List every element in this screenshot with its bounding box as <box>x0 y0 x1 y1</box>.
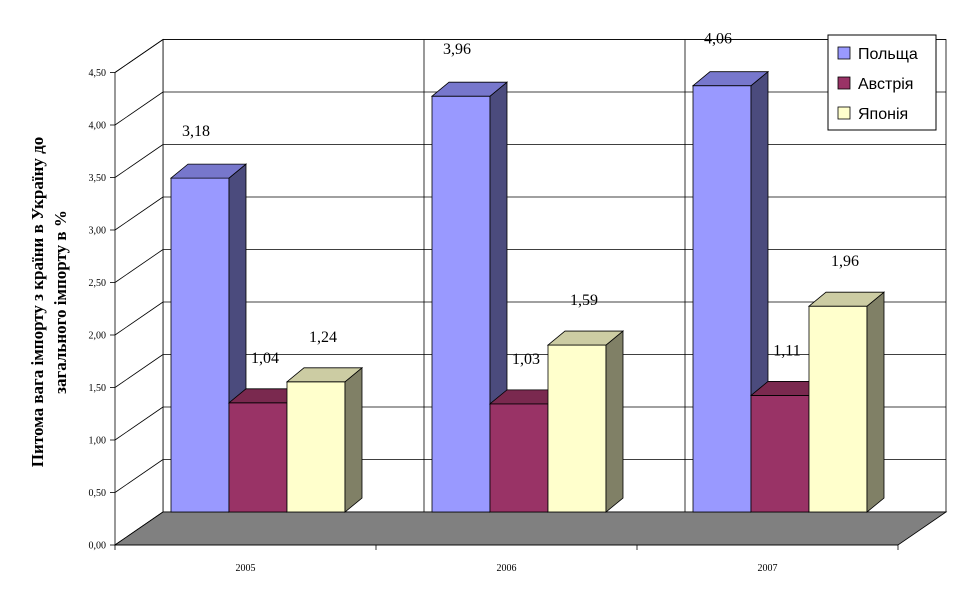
y-axis-label-line2: загального імпорту в % <box>51 210 70 394</box>
data-label: 4,06 <box>704 31 732 48</box>
bar-front <box>808 305 868 513</box>
y-axis-label-line1: Питома вага імпорту з країни в Україну д… <box>28 137 47 467</box>
data-label: 1,96 <box>831 253 859 270</box>
y-tick-label: 0,50 <box>89 488 107 499</box>
bar-top <box>169 163 248 179</box>
gridline-side <box>114 196 164 231</box>
gridline-side <box>114 249 164 283</box>
gridline-side <box>114 406 164 441</box>
data-label: 1,11 <box>773 342 800 359</box>
legend-swatch <box>837 76 851 90</box>
y-tick-label: 1,00 <box>89 436 107 447</box>
bar-group <box>169 163 248 513</box>
x-tick-label: 2007 <box>758 563 778 574</box>
y-tick-label: 3,50 <box>89 173 107 184</box>
bar-top <box>546 330 625 346</box>
bar-group <box>488 389 567 513</box>
y-axis-label: Питома вага імпорту з країни в Україну д… <box>28 137 70 467</box>
y-tick-label: 1,50 <box>89 383 107 394</box>
gridline-side <box>114 91 164 126</box>
bar-side <box>866 291 885 513</box>
y-axis-ticks: 0,00 0,50 1,00 1,50 2,00 2,50 3,00 3,50 4,00 4,50 <box>89 68 115 552</box>
x-tick-label: 2006 <box>497 563 517 574</box>
bar-top <box>430 81 509 97</box>
gridline-side <box>114 354 164 388</box>
bar-front <box>750 395 810 513</box>
y-tick-label: 4,00 <box>89 121 107 132</box>
legend-label: Австрія <box>858 76 913 93</box>
data-labels: 3,18 1,04 1,24 3,96 1,03 1,59 4,06 1,11 1,96 <box>182 31 859 368</box>
chart-floor <box>113 511 948 546</box>
floor-plane <box>113 511 948 546</box>
data-label: 1,03 <box>512 351 540 368</box>
x-axis-ticks: 2005 2006 2007 <box>114 544 899 574</box>
bar-top <box>285 367 364 383</box>
legend-label: Польща <box>858 46 918 63</box>
side-wall <box>114 38 164 546</box>
gridline-side <box>114 301 164 336</box>
bar-front <box>489 403 549 513</box>
gridline-side <box>114 39 164 73</box>
legend-swatch <box>837 46 851 60</box>
bar-front <box>170 177 230 513</box>
legend-swatch <box>837 106 851 120</box>
data-label: 1,04 <box>251 350 279 367</box>
bar-front <box>431 95 491 513</box>
bars <box>169 70 886 513</box>
bar-side <box>344 366 363 513</box>
data-label: 3,18 <box>182 123 210 140</box>
data-label: 1,59 <box>570 292 598 309</box>
y-tick-label: 2,50 <box>89 278 107 289</box>
y-tick-label: 0,00 <box>89 541 107 552</box>
bar-group <box>546 330 625 513</box>
y-tick-label: 2,00 <box>89 331 107 342</box>
data-label: 3,96 <box>443 41 471 58</box>
bar-group <box>285 366 364 513</box>
bar-group <box>807 291 886 513</box>
bar-front <box>547 344 607 513</box>
x-tick-label: 2005 <box>236 563 256 574</box>
gridline-side <box>114 144 164 178</box>
bar-top <box>691 71 770 87</box>
y-tick-label: 3,00 <box>89 226 107 237</box>
y-tick-label: 4,50 <box>89 68 107 79</box>
bar-front <box>228 402 288 513</box>
bar-front <box>286 381 346 513</box>
bar-top <box>807 291 886 307</box>
legend: Польща Австрія Японія <box>827 34 937 131</box>
bar-front <box>692 85 752 513</box>
bar-side <box>605 330 624 513</box>
data-label: 1,24 <box>309 329 337 346</box>
gridline-side <box>114 459 164 493</box>
legend-label: Японія <box>858 106 908 123</box>
